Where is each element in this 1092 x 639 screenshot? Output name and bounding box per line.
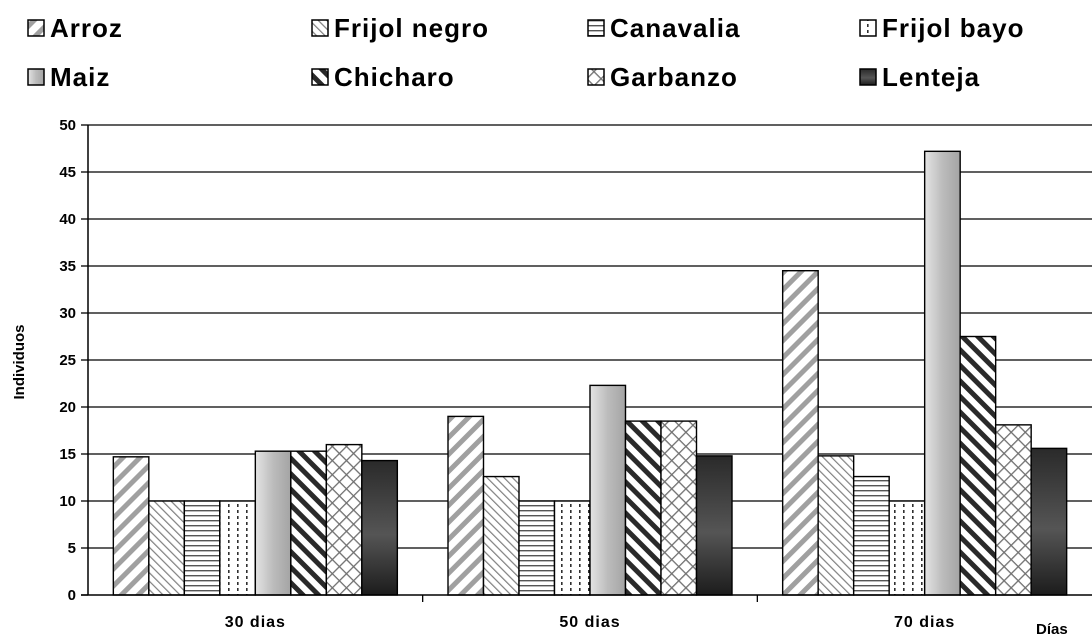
bar — [781, 270, 819, 596]
bar — [1030, 447, 1068, 596]
bar — [852, 475, 890, 596]
bar — [482, 475, 520, 596]
bar — [888, 500, 926, 596]
legend-item: Maiz — [27, 62, 110, 92]
axes — [81, 124, 1092, 602]
legend-item: Frijol bayo — [859, 13, 1024, 43]
legend-item: Lenteja — [859, 62, 980, 92]
legend-swatch — [27, 19, 45, 37]
x-category-label: 30 dias — [225, 614, 286, 631]
y-tick-label: 45 — [59, 164, 76, 181]
bar — [447, 415, 485, 596]
y-tick-label: 20 — [59, 399, 76, 416]
legend: Arroz Frijol negro Canavalia Frijol bayo Mai… — [27, 13, 1024, 92]
x-category-label: 50 dias — [559, 614, 620, 631]
legend-label: Frijol bayo — [882, 13, 1024, 43]
y-tick-label: 25 — [59, 352, 76, 369]
legend-label: Garbanzo — [610, 62, 738, 92]
bar — [290, 450, 328, 596]
legend-swatch — [311, 68, 329, 86]
bar — [148, 500, 186, 596]
y-tick-label: 50 — [59, 117, 76, 134]
legend-label: Canavalia — [610, 13, 740, 43]
y-axis-label: Individuos — [11, 325, 28, 400]
legend-swatch — [859, 19, 877, 37]
bar — [361, 459, 399, 596]
bar — [325, 443, 363, 596]
bar — [624, 420, 662, 596]
legend-swatch — [587, 68, 605, 86]
bar — [183, 500, 221, 596]
y-tick-label: 10 — [59, 493, 76, 510]
y-tick-labels: 0 5 10 15 20 25 30 35 40 45 50 — [59, 117, 76, 604]
legend-label: Frijol negro — [334, 13, 489, 43]
legend-item: Frijol negro — [311, 13, 489, 43]
legend-swatch — [859, 68, 877, 86]
bar — [695, 455, 733, 596]
legend-label: Arroz — [50, 13, 123, 43]
legend-item: Garbanzo — [587, 62, 738, 92]
legend-swatch — [311, 19, 329, 37]
y-tick-label: 5 — [68, 540, 76, 557]
legend-item: Arroz — [27, 13, 123, 43]
legend-item: Canavalia — [587, 13, 740, 43]
legend-swatch — [587, 19, 605, 37]
bar — [254, 450, 292, 596]
y-tick-label: 35 — [59, 258, 76, 275]
x-axis-label: Días — [1036, 621, 1068, 638]
bar — [219, 500, 257, 596]
bar — [923, 150, 961, 596]
legend-item: Chicharo — [311, 62, 455, 92]
bar — [959, 335, 997, 596]
bar — [553, 500, 591, 596]
legend-label: Chicharo — [334, 62, 455, 92]
bar — [589, 384, 627, 596]
x-category-label: 70 dias — [894, 614, 955, 631]
x-category-labels: 30 dias 50 dias 70 dias — [225, 614, 955, 631]
bar — [817, 455, 855, 596]
bar — [112, 456, 150, 596]
y-tick-label: 0 — [68, 587, 76, 604]
bar — [660, 420, 698, 596]
legend-label: Maiz — [50, 62, 110, 92]
y-tick-label: 15 — [59, 446, 76, 463]
y-tick-label: 40 — [59, 211, 76, 228]
legend-swatch — [27, 68, 45, 86]
y-tick-label: 30 — [59, 305, 76, 322]
legend-label: Lenteja — [882, 62, 980, 92]
bars — [112, 150, 1068, 596]
bar — [518, 500, 556, 596]
bar — [994, 424, 1032, 596]
